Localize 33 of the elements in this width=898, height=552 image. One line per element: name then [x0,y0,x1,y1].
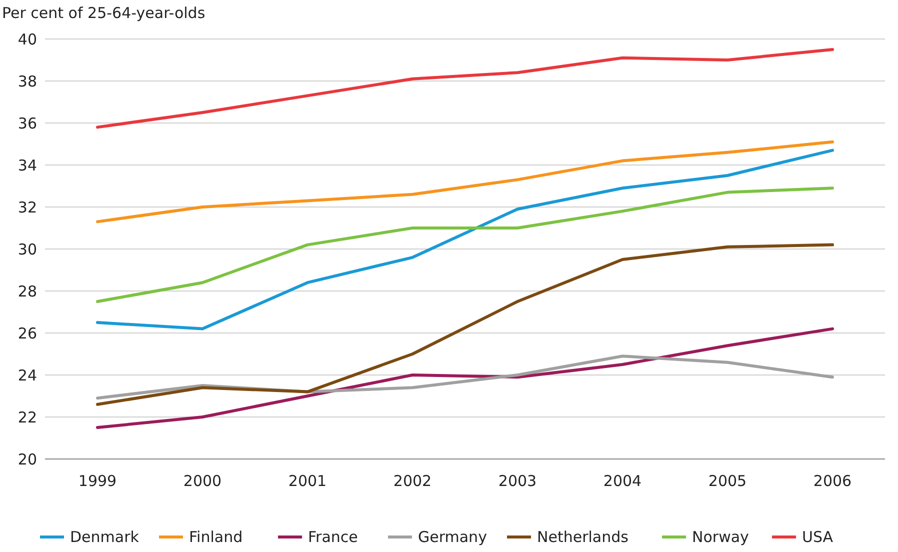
x-tick-label: 2002 [393,472,432,490]
legend-label: Germany [418,528,488,546]
y-axis-title: Per cent of 25-64-year-olds [2,4,206,22]
y-tick-label: 22 [18,408,37,426]
x-tick-label: 1999 [78,472,117,490]
x-tick-label: 2000 [183,472,222,490]
x-tick-label: 2006 [813,472,852,490]
x-tick-label: 2004 [603,472,642,490]
line-series [96,48,834,129]
x-tick-label: 2003 [498,472,537,490]
y-tick-label: 40 [18,30,37,48]
line-series [96,327,834,429]
y-tick-label: 26 [18,324,37,342]
y-tick-label: 30 [18,240,37,258]
legend-label: Norway [692,528,750,546]
legend-label: USA [802,528,834,546]
y-tick-label: 38 [18,72,37,90]
line-series [96,186,834,303]
x-tick-label: 2005 [708,472,747,490]
y-tick-label: 20 [18,450,37,468]
legend-label: Netherlands [537,528,629,546]
line-series [96,243,834,406]
legend-label: Finland [189,528,243,546]
line-series [96,148,834,330]
y-tick-label: 32 [18,198,37,216]
legend-label: France [308,528,358,546]
x-tick-label: 2001 [288,472,327,490]
legend-label: Denmark [70,528,140,546]
y-tick-label: 28 [18,282,37,300]
y-tick-label: 36 [18,114,37,132]
y-tick-label: 24 [18,366,37,384]
y-tick-label: 34 [18,156,37,174]
line-series [96,140,834,224]
